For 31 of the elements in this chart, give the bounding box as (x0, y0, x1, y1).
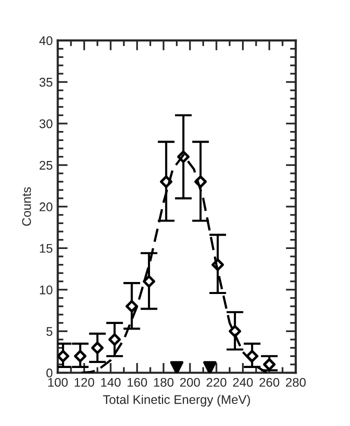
point (263, 358, 276, 371)
x-tick-label: 140 (101, 378, 121, 387)
point (91, 342, 104, 354)
y-tick-label: 0 (46, 368, 52, 378)
x-tick-label: 120 (74, 378, 94, 387)
point (126, 300, 138, 313)
y-tick-label: 30 (39, 119, 52, 128)
y-tick-label: 15 (40, 244, 52, 253)
x-tick-label: 200 (180, 378, 200, 387)
x-tick-label: 180 (154, 378, 174, 387)
y-tick-label: 35 (39, 78, 52, 87)
y-tick-label: 10 (40, 285, 52, 294)
y-tick-label: 25 (40, 160, 52, 170)
x-tick-label: 240 (233, 378, 253, 387)
x-tick-label: 260 (260, 378, 280, 387)
point (142, 275, 156, 288)
point (74, 350, 86, 362)
y-tick-label: 40 (39, 36, 52, 46)
x-axis-title: Total Kinetic Energy (MeV) (103, 394, 250, 406)
point (58, 350, 70, 362)
x-tick-label: 100 (48, 378, 68, 387)
y-axis-title: Counts (22, 187, 31, 226)
point (170, 361, 184, 373)
point (203, 361, 216, 373)
x-tick-label: 280 (286, 378, 306, 387)
point (108, 333, 121, 346)
y-tick-label: 5 (46, 327, 52, 336)
x-tick-label: 160 (128, 378, 148, 387)
y-tick-label: 20 (40, 202, 52, 212)
point (228, 324, 242, 338)
x-tick-label: 220 (206, 378, 226, 387)
